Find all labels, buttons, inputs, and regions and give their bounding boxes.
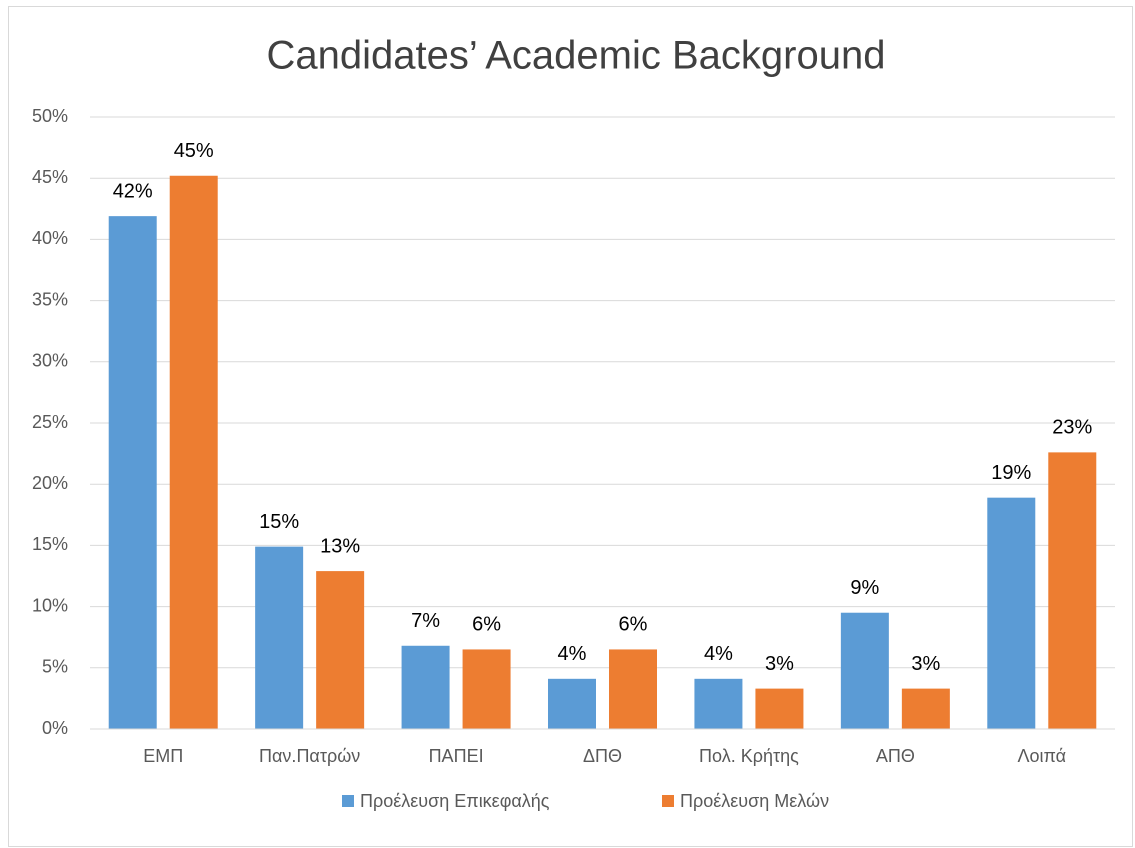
- y-tick-label: 40%: [32, 228, 68, 248]
- y-tick-label: 20%: [32, 473, 68, 493]
- y-tick-label: 10%: [32, 595, 68, 615]
- y-tick-label: 15%: [32, 534, 68, 554]
- legend-label: Προέλευση Επικεφαλής: [360, 791, 550, 811]
- value-label: 3%: [911, 653, 940, 675]
- y-tick-label: 5%: [42, 657, 68, 677]
- y-tick-label: 50%: [32, 106, 68, 126]
- value-label: 4%: [704, 643, 733, 665]
- legend-swatch: [662, 795, 674, 807]
- bar: [840, 612, 889, 729]
- bar: [255, 546, 304, 729]
- value-label: 45%: [174, 140, 214, 162]
- bar: [609, 649, 657, 729]
- bar: [548, 678, 596, 729]
- x-tick-label: Παν.Πατρών: [259, 746, 360, 766]
- bar: [694, 678, 743, 729]
- value-label: 6%: [619, 614, 648, 636]
- value-label: 19%: [991, 462, 1031, 484]
- x-tick-label: Πολ. Κρήτης: [699, 746, 799, 766]
- value-label: 23%: [1052, 417, 1092, 439]
- bar: [901, 688, 950, 729]
- x-tick-label: ΑΠΘ: [876, 746, 915, 766]
- y-tick-label: 25%: [32, 412, 68, 432]
- x-tick-label: ΠΑΠΕΙ: [429, 746, 484, 766]
- y-tick-label: 0%: [42, 718, 68, 738]
- bar: [987, 497, 1036, 729]
- chart-title: Candidates’ Academic Background: [267, 34, 886, 78]
- value-label: 4%: [558, 643, 587, 665]
- bar: [462, 649, 511, 729]
- legend-label: Προέλευση Μελών: [680, 791, 829, 811]
- bar: [169, 175, 218, 729]
- bar: [108, 216, 157, 730]
- x-tick-label: ΔΠΘ: [583, 746, 622, 766]
- bar: [316, 571, 365, 729]
- x-tick-label: Λοιπά: [1017, 746, 1066, 766]
- y-tick-label: 45%: [32, 167, 68, 187]
- value-label: 15%: [259, 511, 299, 533]
- bar: [401, 645, 450, 729]
- value-label: 7%: [411, 610, 440, 632]
- legend-swatch: [342, 795, 354, 807]
- value-label: 6%: [472, 614, 501, 636]
- y-tick-label: 35%: [32, 289, 68, 309]
- value-label: 13%: [320, 535, 360, 557]
- value-label: 42%: [113, 180, 153, 202]
- value-label: 9%: [850, 577, 879, 599]
- x-tick-label: ΕΜΠ: [143, 746, 183, 766]
- bar: [1048, 452, 1097, 729]
- value-label: 3%: [765, 653, 794, 675]
- bar: [755, 688, 804, 729]
- y-tick-label: 30%: [32, 351, 68, 371]
